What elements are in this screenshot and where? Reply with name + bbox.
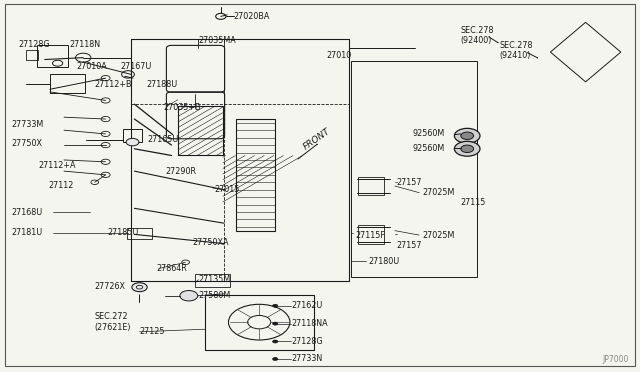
- Bar: [195, 274, 230, 287]
- Circle shape: [273, 322, 278, 325]
- Text: 27118NA: 27118NA: [291, 319, 328, 328]
- Text: 27188U: 27188U: [146, 80, 177, 89]
- Text: 27162U: 27162U: [291, 301, 323, 310]
- Bar: [37, 45, 68, 67]
- Text: 27128G: 27128G: [18, 40, 49, 49]
- Bar: [358, 225, 384, 244]
- Text: 92560M: 92560M: [413, 129, 445, 138]
- Bar: [26, 50, 38, 60]
- Circle shape: [126, 138, 139, 146]
- Text: 27733N: 27733N: [291, 355, 323, 363]
- Text: 27165U: 27165U: [147, 135, 179, 144]
- Text: 27168U: 27168U: [12, 208, 43, 217]
- Circle shape: [273, 304, 278, 307]
- Bar: [351, 61, 477, 277]
- Text: 27115: 27115: [461, 198, 486, 207]
- Text: 27025M: 27025M: [422, 231, 455, 240]
- Text: 27726X: 27726X: [95, 282, 125, 291]
- Text: 27185U: 27185U: [108, 228, 139, 237]
- Text: (92400): (92400): [461, 36, 492, 45]
- Circle shape: [273, 340, 278, 343]
- Text: 27010: 27010: [326, 51, 351, 60]
- Text: 27115F: 27115F: [355, 231, 385, 240]
- Text: SEC.272: SEC.272: [95, 312, 129, 321]
- Text: SEC.278: SEC.278: [461, 26, 494, 35]
- Text: 27112+B: 27112+B: [95, 80, 132, 89]
- Text: 27157: 27157: [397, 241, 422, 250]
- Text: 27035+B: 27035+B: [163, 103, 201, 112]
- Circle shape: [273, 357, 278, 360]
- Bar: [236, 119, 275, 231]
- Text: (27621E): (27621E): [95, 323, 131, 332]
- Text: 27015: 27015: [214, 185, 240, 194]
- Bar: [358, 177, 384, 195]
- Circle shape: [461, 145, 474, 153]
- Text: 27035MA: 27035MA: [198, 36, 236, 45]
- Text: FRONT: FRONT: [302, 127, 332, 152]
- Text: 27020BA: 27020BA: [234, 12, 270, 21]
- Text: SEC.278: SEC.278: [499, 41, 532, 50]
- Text: 27180U: 27180U: [368, 257, 399, 266]
- Text: 27135M: 27135M: [198, 275, 230, 284]
- Bar: [127, 228, 152, 239]
- Circle shape: [454, 128, 480, 143]
- Text: 27864R: 27864R: [157, 264, 188, 273]
- Text: 27750XA: 27750XA: [192, 238, 228, 247]
- Text: 27112: 27112: [48, 182, 74, 190]
- Text: JP7000: JP7000: [602, 355, 628, 364]
- Text: 27750X: 27750X: [12, 139, 42, 148]
- Text: (92410): (92410): [499, 51, 531, 60]
- Text: 92560M: 92560M: [413, 144, 445, 153]
- Circle shape: [454, 141, 480, 156]
- Text: 27112+A: 27112+A: [38, 161, 76, 170]
- Text: 27157: 27157: [397, 178, 422, 187]
- Text: 27167U: 27167U: [120, 62, 152, 71]
- Circle shape: [461, 132, 474, 140]
- Text: 27290R: 27290R: [165, 167, 196, 176]
- Bar: [178, 106, 223, 155]
- Text: 27733M: 27733M: [12, 120, 44, 129]
- Text: 27181U: 27181U: [12, 228, 43, 237]
- Text: 27025M: 27025M: [422, 188, 455, 197]
- Text: 27128G: 27128G: [291, 337, 323, 346]
- Text: 27010A: 27010A: [77, 62, 108, 71]
- Text: 27118N: 27118N: [69, 40, 100, 49]
- Bar: [205, 295, 314, 350]
- Text: 27580M: 27580M: [198, 291, 230, 300]
- Circle shape: [132, 283, 147, 292]
- Bar: [123, 129, 142, 142]
- Circle shape: [180, 291, 198, 301]
- Bar: [50, 74, 85, 93]
- Text: 27125: 27125: [140, 327, 165, 336]
